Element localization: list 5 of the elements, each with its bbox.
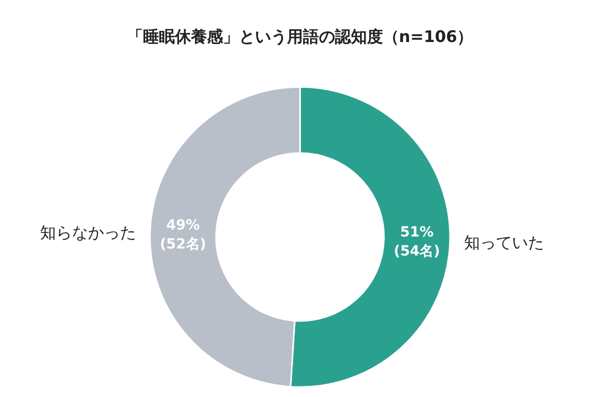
- chart-title: 「睡眠休養感」という用語の認知度（n=106）: [126, 27, 474, 46]
- data-label: 51% (54名): [394, 224, 440, 260]
- slice-label: 知らなかった: [40, 222, 136, 242]
- slice-label: 知っていた: [464, 233, 544, 252]
- data-label: 49% (52名): [160, 217, 206, 252]
